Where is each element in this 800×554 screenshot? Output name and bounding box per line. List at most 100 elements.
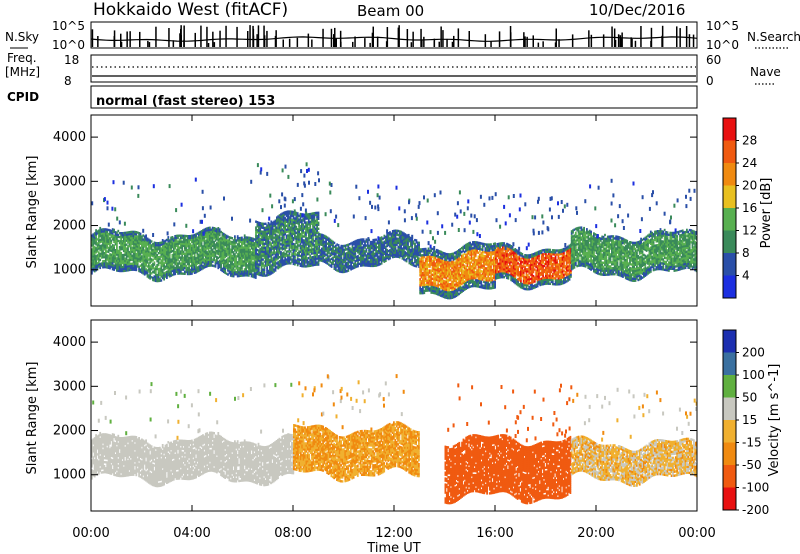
heatmap-cell [93,252,96,255]
heatmap-cell [362,262,365,265]
heatmap-cell [116,245,118,248]
heatmap-cell [340,264,343,268]
heatmap-cell [174,251,177,254]
heatmap-cell [102,236,104,239]
heatmap-cell [104,228,107,231]
heatmap-cell [384,237,387,241]
heatmap-cell [99,240,102,244]
heatmap-cell [197,231,200,235]
heatmap-cell [202,259,204,262]
heatmap-cell [238,274,240,278]
heatmap-cell [444,274,446,277]
heatmap-cell [340,252,343,256]
heatmap-cell [196,266,199,269]
heatmap-cell [239,246,242,250]
heatmap-cell [245,262,247,265]
heatmap-cell [280,225,282,228]
heatmap-cell [431,287,434,290]
heatmap-cell [160,263,163,266]
heatmap-cell [109,239,111,242]
heatmap-cell [314,261,317,264]
heatmap-cell [404,235,407,238]
heatmap-cell [288,226,291,229]
heatmap-cell [262,236,264,239]
heatmap-cell [429,281,431,284]
heatmap-cell [274,261,277,264]
heatmap-cell [295,249,298,252]
heatmap-cell [274,229,277,232]
heatmap-cell [383,256,386,259]
heatmap-cell [266,256,268,259]
heatmap-cell [168,249,171,252]
heatmap-cell [282,235,285,238]
heatmap-cell [253,242,256,245]
heatmap-cell [274,223,277,226]
heatmap-cell [380,254,383,257]
heatmap-cell [172,245,175,248]
heatmap-cell [310,228,313,231]
heatmap-cell [455,266,458,270]
heatmap-cell [227,245,229,248]
heatmap-cell [242,254,245,257]
heatmap-cell [91,201,94,206]
heatmap-cell [207,226,210,230]
heatmap-cell [195,239,197,242]
heatmap-cell [188,244,190,248]
heatmap-cell [357,263,359,266]
heatmap-cell [207,246,210,250]
heatmap-cell [256,235,259,238]
heatmap-cell [459,257,462,261]
heatmap-cell [141,259,143,262]
heatmap-cell [303,251,306,254]
noise-sky-bar [194,32,196,47]
heatmap-cell [262,252,264,255]
heatmap-cell [332,246,334,250]
heatmap-cell [138,269,140,273]
heatmap-cell [270,250,273,253]
heatmap-cell [238,237,240,240]
heatmap-cell [184,242,186,246]
heatmap-cell [125,249,128,252]
heatmap-cell [118,239,121,243]
heatmap-cell [419,268,422,271]
heatmap-cell [306,231,309,234]
heatmap-cell [257,255,260,258]
heatmap-cell [199,254,202,258]
heatmap-cell [153,241,156,244]
heatmap-cell [229,258,232,261]
heatmap-cell [236,253,239,256]
heatmap-cell [246,270,249,273]
heatmap-cell [211,228,214,231]
heatmap-cell [459,259,462,263]
heatmap-cell [322,256,325,259]
heatmap-cell [164,251,167,254]
heatmap-cell [318,243,321,246]
heatmap-cell [423,283,426,287]
heatmap-cell [139,254,142,257]
heatmap-cell [199,262,202,266]
heatmap-cell [185,248,188,252]
heatmap-cell [319,249,322,252]
heatmap-cell [254,274,257,277]
heatmap-cell [217,232,220,236]
heatmap-cell [195,259,197,262]
heatmap-cell [329,242,332,245]
heatmap-cell [277,253,280,256]
heatmap-cell [260,234,263,237]
heatmap-cell [132,232,135,236]
heatmap-cell [113,260,115,263]
heatmap-cell [200,248,203,251]
heatmap-cell [346,258,348,261]
heatmap-cell [206,227,209,230]
heatmap-cell [323,250,326,254]
heatmap-cell [193,247,196,251]
heatmap-cell [277,251,280,254]
heatmap-cell [264,260,267,263]
heatmap-cell [172,267,175,270]
heatmap-cell [100,250,103,253]
heatmap-cell [161,260,164,264]
heatmap-cell [177,254,179,257]
heatmap-cell [307,167,310,172]
heatmap-cell [96,258,99,261]
heatmap-cell [184,262,186,266]
